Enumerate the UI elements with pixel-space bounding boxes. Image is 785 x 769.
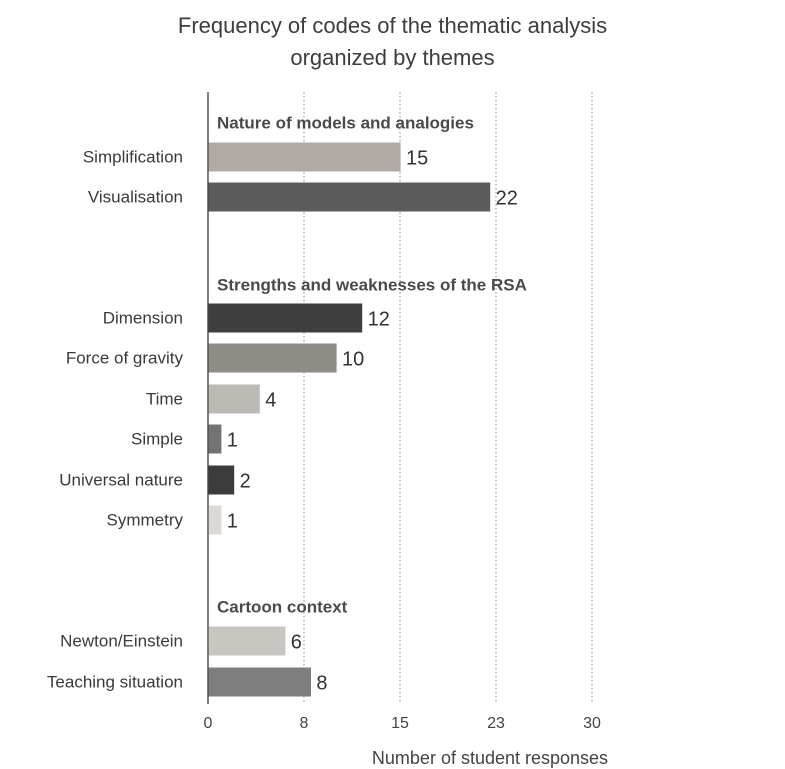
- value-label-2-0: 6: [291, 631, 302, 653]
- value-label-1-4: 2: [240, 470, 251, 492]
- group-label-2: Cartoon context: [217, 597, 348, 616]
- bar-0-0: [208, 142, 401, 172]
- value-label-0-0: 15: [406, 147, 428, 169]
- bar-1-0: [208, 303, 363, 333]
- value-label-1-2: 4: [265, 389, 276, 411]
- bar-1-3: [208, 424, 222, 454]
- group-label-1: Strengths and weaknesses of the RSA: [217, 275, 527, 294]
- x-tick-label-0: 0: [204, 715, 213, 732]
- value-label-0-1: 22: [496, 187, 518, 209]
- bar-1-1: [208, 343, 337, 373]
- value-label-2-1: 8: [316, 672, 327, 694]
- bar-1-4: [208, 465, 235, 495]
- x-axis-title: Number of student responses: [372, 748, 608, 768]
- category-label-0-0: Simplification: [83, 147, 183, 166]
- value-label-1-1: 10: [342, 348, 364, 370]
- bar-1-2: [208, 384, 260, 414]
- bar-2-0: [208, 626, 286, 656]
- x-tick-label-4: 30: [583, 715, 601, 732]
- value-label-1-5: 1: [227, 510, 238, 532]
- category-label-2-0: Newton/Einstein: [60, 631, 183, 650]
- x-tick-label-1: 8: [300, 715, 309, 732]
- category-label-1-1: Force of gravity: [66, 348, 184, 367]
- category-label-1-0: Dimension: [103, 308, 183, 327]
- bar-2-1: [208, 667, 311, 697]
- group-label-0: Nature of models and analogies: [217, 113, 474, 132]
- bar-0-1: [208, 182, 491, 212]
- category-label-1-3: Simple: [131, 429, 183, 448]
- value-label-1-0: 12: [368, 308, 390, 330]
- category-label-1-2: Time: [146, 389, 183, 408]
- category-label-1-4: Universal nature: [59, 470, 183, 489]
- chart-title-line-2: organized by themes: [290, 45, 495, 70]
- bar-1-5: [208, 505, 222, 535]
- x-tick-label-3: 23: [487, 715, 505, 732]
- category-label-1-5: Symmetry: [107, 510, 184, 529]
- chart-title: Frequency of codes of the thematic analy…: [0, 10, 785, 74]
- chart-title-line-1: Frequency of codes of the thematic analy…: [177, 13, 608, 38]
- value-label-1-3: 1: [227, 429, 238, 451]
- category-label-0-1: Visualisation: [88, 187, 183, 206]
- x-tick-label-2: 15: [391, 715, 409, 732]
- category-label-2-1: Teaching situation: [47, 672, 183, 691]
